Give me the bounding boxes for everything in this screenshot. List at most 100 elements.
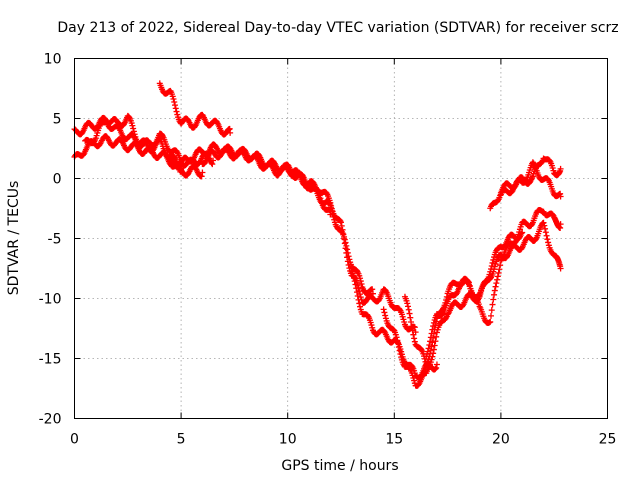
y-tick-labels: -20 -15 -10 -5 0 5 10 — [39, 52, 62, 428]
data-point — [80, 151, 87, 158]
grid-lines — [74, 58, 608, 419]
data-point — [494, 273, 501, 280]
data-point — [433, 333, 440, 340]
data-series — [71, 80, 564, 389]
data-point — [327, 199, 334, 206]
data-point — [465, 279, 472, 286]
data-point — [369, 286, 376, 293]
data-point — [353, 285, 360, 292]
data-point — [356, 300, 363, 307]
data-point — [354, 293, 361, 300]
data-point — [411, 335, 418, 342]
data-point — [497, 262, 504, 269]
data-point — [488, 263, 495, 270]
data-point — [352, 281, 359, 288]
data-point — [338, 219, 344, 226]
series-arc-4 — [156, 80, 234, 138]
data-point — [427, 338, 434, 345]
x-tick-label: 10 — [279, 432, 297, 448]
data-point — [427, 334, 434, 341]
data-point — [433, 364, 440, 371]
data-point — [343, 249, 350, 256]
data-point — [342, 245, 349, 252]
data-point — [432, 338, 439, 345]
data-point — [541, 222, 548, 229]
x-tick-label: 0 — [70, 432, 79, 448]
data-point — [381, 309, 388, 316]
data-point — [170, 96, 177, 103]
data-point — [394, 337, 401, 344]
data-point — [557, 193, 564, 200]
data-point — [346, 265, 353, 272]
data-point — [426, 342, 433, 349]
data-point — [490, 296, 497, 303]
data-point — [489, 301, 496, 308]
data-point — [430, 319, 437, 326]
data-point — [178, 165, 185, 172]
x-tick-labels: 0 5 10 15 20 25 — [70, 432, 616, 448]
data-point — [198, 173, 205, 180]
data-point — [465, 278, 472, 285]
data-point — [172, 102, 179, 109]
data-point — [397, 351, 404, 358]
series-arc-5 — [167, 141, 334, 218]
data-point — [131, 131, 138, 138]
data-point — [411, 324, 418, 331]
y-tick-label: 5 — [53, 112, 62, 128]
data-point — [351, 278, 358, 285]
data-point — [543, 232, 550, 239]
y-tick-label: 10 — [44, 52, 62, 68]
data-point — [177, 168, 184, 175]
data-point — [512, 239, 519, 246]
data-point — [210, 157, 217, 164]
series-arc-13 — [497, 159, 564, 200]
data-point — [493, 280, 500, 287]
data-point — [529, 173, 536, 180]
plot-frame — [74, 58, 608, 419]
data-point — [408, 323, 415, 330]
data-point — [491, 287, 498, 294]
x-tick-label: 25 — [599, 432, 617, 448]
data-point — [431, 342, 438, 349]
data-point — [490, 256, 497, 263]
data-point — [396, 347, 403, 354]
data-point — [129, 122, 136, 129]
data-point — [344, 258, 351, 265]
data-point — [382, 312, 389, 319]
data-point — [430, 323, 437, 330]
data-point — [486, 271, 493, 278]
data-point — [487, 268, 494, 275]
data-point — [339, 226, 346, 233]
data-point — [542, 229, 549, 236]
data-point — [407, 314, 414, 321]
x-tick-label: 15 — [385, 432, 403, 448]
y-tick-label: -10 — [39, 292, 62, 308]
data-point — [395, 344, 402, 351]
data-point — [404, 300, 411, 307]
data-point — [432, 365, 439, 372]
data-point — [488, 307, 495, 314]
data-point — [411, 338, 418, 345]
data-point — [433, 329, 440, 336]
data-point — [495, 269, 502, 276]
y-tick-label: -5 — [48, 232, 62, 248]
data-point — [410, 331, 417, 338]
data-point — [395, 340, 402, 347]
data-point — [425, 345, 432, 352]
chart-title: Day 213 of 2022, Sidereal Day-to-day VTE… — [57, 20, 618, 36]
data-point — [227, 129, 234, 136]
data-point — [173, 108, 180, 115]
series-arc-7 — [284, 166, 419, 336]
series-arc-11 — [423, 206, 564, 360]
data-point — [405, 306, 412, 313]
data-point — [340, 231, 347, 238]
data-point — [358, 281, 365, 288]
data-point — [545, 239, 552, 246]
data-point — [398, 354, 405, 361]
data-point — [557, 265, 564, 272]
data-point — [344, 254, 351, 261]
data-point — [341, 240, 348, 247]
y-tick-label: -15 — [39, 352, 62, 368]
data-point — [487, 318, 494, 325]
x-tick-label: 5 — [177, 432, 186, 448]
